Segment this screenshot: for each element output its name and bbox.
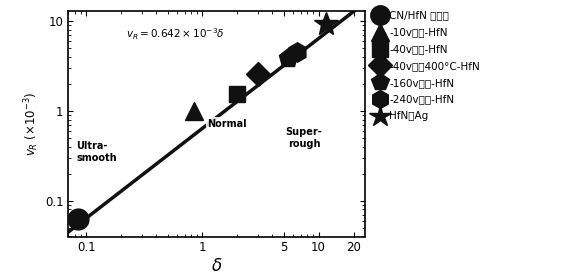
Text: Super-
rough: Super- rough	[286, 127, 323, 149]
Text: Normal: Normal	[207, 119, 247, 129]
Legend: CN/HfN 多层膜, -10v偏压-HfN, -40v偏压-HfN, -40v偏压400°C-HfN, -160v偏压-HfN, -240v偏压-HfN, H: CN/HfN 多层膜, -10v偏压-HfN, -40v偏压-HfN, -40v…	[370, 7, 484, 125]
Y-axis label: $v_R$ $(\times10^{-3})$: $v_R$ $(\times10^{-3})$	[22, 92, 40, 156]
Text: $v_R=0.642\times10^{-3}\delta$: $v_R=0.642\times10^{-3}\delta$	[126, 26, 225, 42]
Text: Ultra-
smooth: Ultra- smooth	[76, 141, 117, 163]
X-axis label: δ: δ	[211, 257, 222, 275]
